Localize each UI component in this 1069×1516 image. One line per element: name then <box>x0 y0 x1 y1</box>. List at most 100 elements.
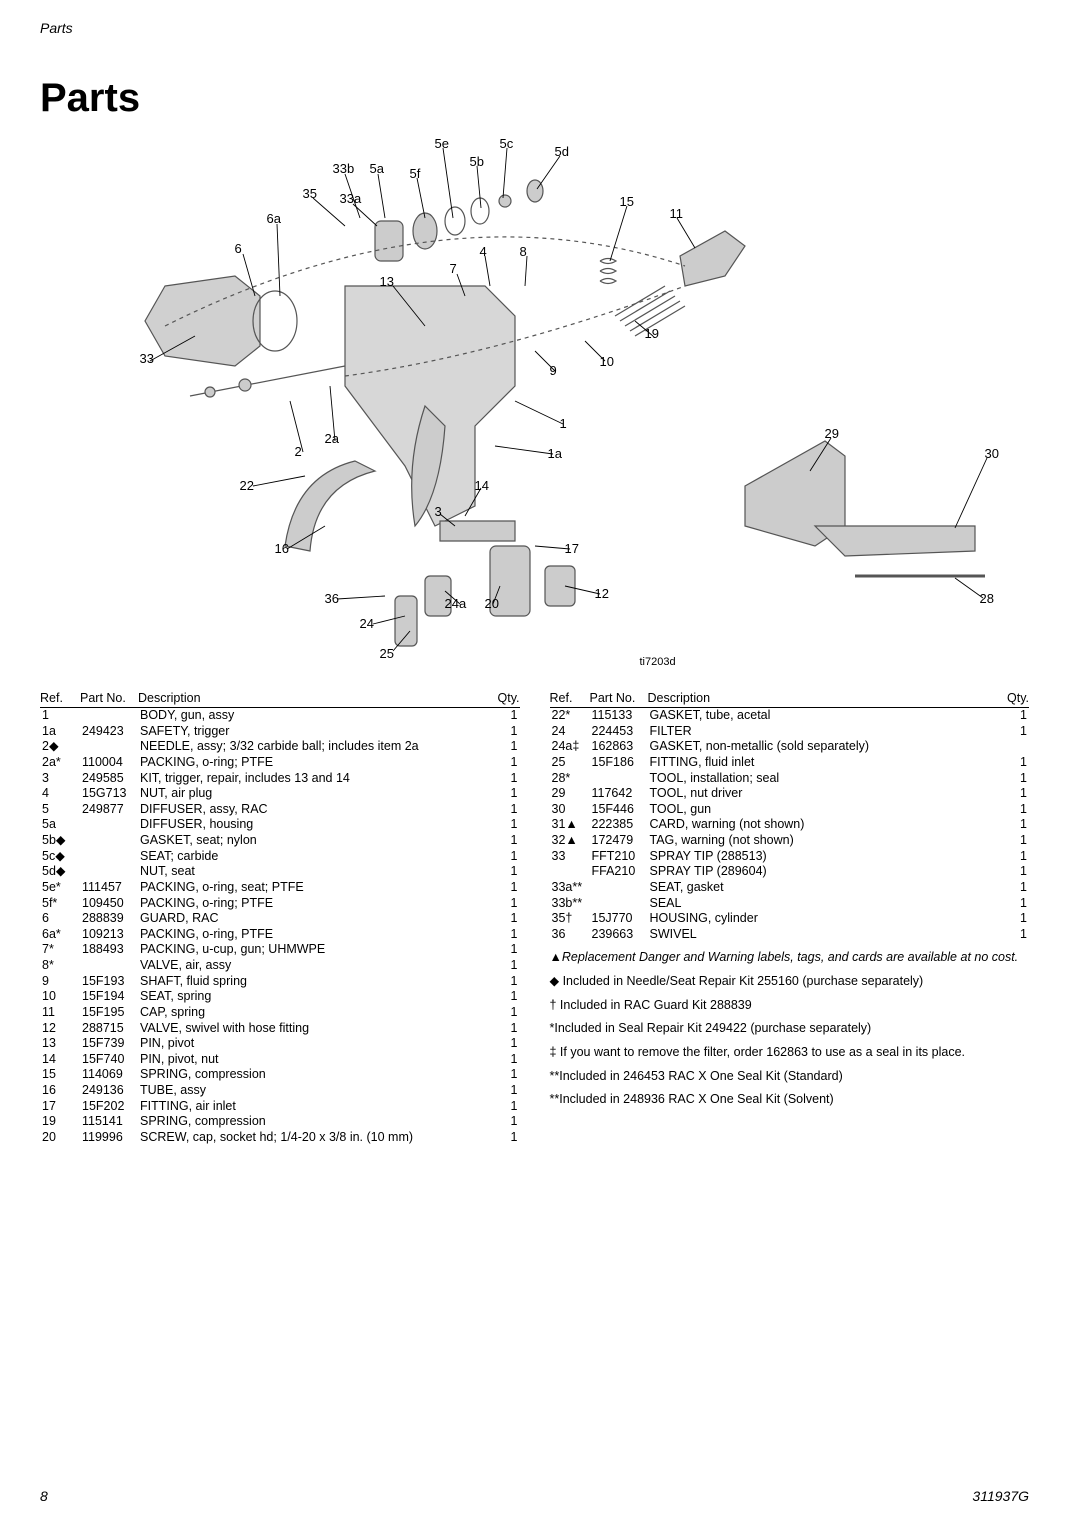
cell-ref: 33a** <box>550 880 590 896</box>
section-header: Parts <box>40 20 1029 36</box>
cell-ref: 3 <box>40 771 80 787</box>
cell-qty <box>999 739 1029 755</box>
cell-qty: 1 <box>490 1021 520 1037</box>
th-ref: Ref. <box>550 691 590 708</box>
cell-pn <box>80 849 138 865</box>
cell-desc: NUT, seat <box>138 864 490 880</box>
cell-qty: 1 <box>490 958 520 974</box>
cell-pn: 15J770 <box>590 911 648 927</box>
cell-desc: DIFFUSER, housing <box>138 817 490 833</box>
cell-ref: 6a* <box>40 927 80 943</box>
cell-ref: 24a‡ <box>550 739 590 755</box>
diagram-callout: 22 <box>240 478 254 493</box>
cell-ref: 5 <box>40 802 80 818</box>
cell-ref: 2◆ <box>40 739 80 755</box>
diagram-callout: 25 <box>380 646 394 661</box>
cell-pn <box>80 708 138 724</box>
diagram-callout: 17 <box>565 541 579 556</box>
cell-pn: 111457 <box>80 880 138 896</box>
cell-desc: SPRAY TIP (288513) <box>648 849 1000 865</box>
cell-qty: 1 <box>490 974 520 990</box>
table-row: 29117642TOOL, nut driver1 <box>550 786 1030 802</box>
diagram-callout: 6 <box>235 241 242 256</box>
cell-qty: 1 <box>999 771 1029 787</box>
cell-qty: 1 <box>999 786 1029 802</box>
cell-desc: PIN, pivot <box>138 1036 490 1052</box>
cell-ref: 15 <box>40 1067 80 1083</box>
cell-pn <box>80 864 138 880</box>
table-row: 2515F186FITTING, fluid inlet1 <box>550 755 1030 771</box>
cell-qty: 1 <box>490 1130 520 1146</box>
cell-qty: 1 <box>490 1036 520 1052</box>
cell-pn: 115133 <box>590 708 648 724</box>
table-row: 1BODY, gun, assy1 <box>40 708 520 724</box>
diagram-callout: 14 <box>475 478 489 493</box>
cell-qty: 1 <box>490 817 520 833</box>
table-row: 5a DIFFUSER, housing1 <box>40 817 520 833</box>
cell-pn: 162863 <box>590 739 648 755</box>
footnote: **Included in 246453 RAC X One Seal Kit … <box>550 1069 1030 1085</box>
table-row: 33b**SEAL1 <box>550 896 1030 912</box>
cell-pn <box>590 880 648 896</box>
diagram-callout: 33a <box>340 191 362 206</box>
cell-ref: 19 <box>40 1114 80 1130</box>
table-row: 1315F739PIN, pivot1 <box>40 1036 520 1052</box>
cell-desc: TAG, warning (not shown) <box>648 833 1000 849</box>
cell-pn: 15F740 <box>80 1052 138 1068</box>
cell-ref: 5a <box>40 817 80 833</box>
cell-ref: 8* <box>40 958 80 974</box>
cell-pn: 15F186 <box>590 755 648 771</box>
diagram-callout: 2a <box>325 431 339 446</box>
page-footer: 8 311937G <box>40 1488 1029 1504</box>
table-row: 31▲222385CARD, warning (not shown)1 <box>550 817 1030 833</box>
th-pn: Part No. <box>80 691 138 708</box>
table-row: 5249877DIFFUSER, assy, RAC1 <box>40 802 520 818</box>
diagram-callout: 2 <box>295 444 302 459</box>
cell-pn <box>590 771 648 787</box>
cell-ref: 25 <box>550 755 590 771</box>
diagram-callout: 28 <box>980 591 994 606</box>
diagram-callout: 4 <box>480 244 487 259</box>
diagram-callout: 24a <box>445 596 467 611</box>
cell-ref: 10 <box>40 989 80 1005</box>
cell-ref: 5e* <box>40 880 80 896</box>
table-row: 1115F195CAP, spring1 <box>40 1005 520 1021</box>
cell-desc: SPRING, compression <box>138 1067 490 1083</box>
cell-pn: 115141 <box>80 1114 138 1130</box>
cell-ref: 6 <box>40 911 80 927</box>
diagram-callout: 5a <box>370 161 384 176</box>
cell-desc: SAFETY, trigger <box>138 724 490 740</box>
cell-desc: GASKET, non-metallic (sold separately) <box>648 739 1000 755</box>
cell-ref: 2a* <box>40 755 80 771</box>
diagram-callout: 12 <box>595 586 609 601</box>
cell-pn: 15F193 <box>80 974 138 990</box>
cell-desc: TUBE, assy <box>138 1083 490 1099</box>
cell-desc: FITTING, air inlet <box>138 1099 490 1115</box>
cell-desc: VALVE, swivel with hose fitting <box>138 1021 490 1037</box>
table-row: 16249136TUBE, assy1 <box>40 1083 520 1099</box>
table-row: 1415F740PIN, pivot, nut1 <box>40 1052 520 1068</box>
table-row: 35†15J770HOUSING, cylinder1 <box>550 911 1030 927</box>
diagram-callout: 1a <box>548 446 562 461</box>
table-row: 15114069SPRING, compression1 <box>40 1067 520 1083</box>
parts-columns: Ref. Part No. Description Qty. 1BODY, gu… <box>40 691 1029 1146</box>
diagram-callout: 5d <box>555 144 569 159</box>
diagram-callout: 7 <box>450 261 457 276</box>
cell-qty: 1 <box>490 880 520 896</box>
cell-desc: GASKET, tube, acetal <box>648 708 1000 724</box>
exploded-diagram: 5e5c5d5b33b5a5f3533a6a151164871319103391… <box>45 126 1025 686</box>
diagram-callout: 3 <box>435 504 442 519</box>
diagram-callout: 19 <box>645 326 659 341</box>
cell-qty: 1 <box>490 833 520 849</box>
table-row: FFA210SPRAY TIP (289604)1 <box>550 864 1030 880</box>
cell-pn: 172479 <box>590 833 648 849</box>
cell-pn: 188493 <box>80 942 138 958</box>
table-row: 1a249423SAFETY, trigger1 <box>40 724 520 740</box>
cell-qty: 1 <box>490 771 520 787</box>
cell-pn: 15G713 <box>80 786 138 802</box>
diagram-callout: 16 <box>275 541 289 556</box>
cell-desc: PACKING, o-ring, seat; PTFE <box>138 880 490 896</box>
cell-ref: 36 <box>550 927 590 943</box>
table-row: 7*188493PACKING, u-cup, gun; UHMWPE1 <box>40 942 520 958</box>
cell-desc: SWIVEL <box>648 927 1000 943</box>
